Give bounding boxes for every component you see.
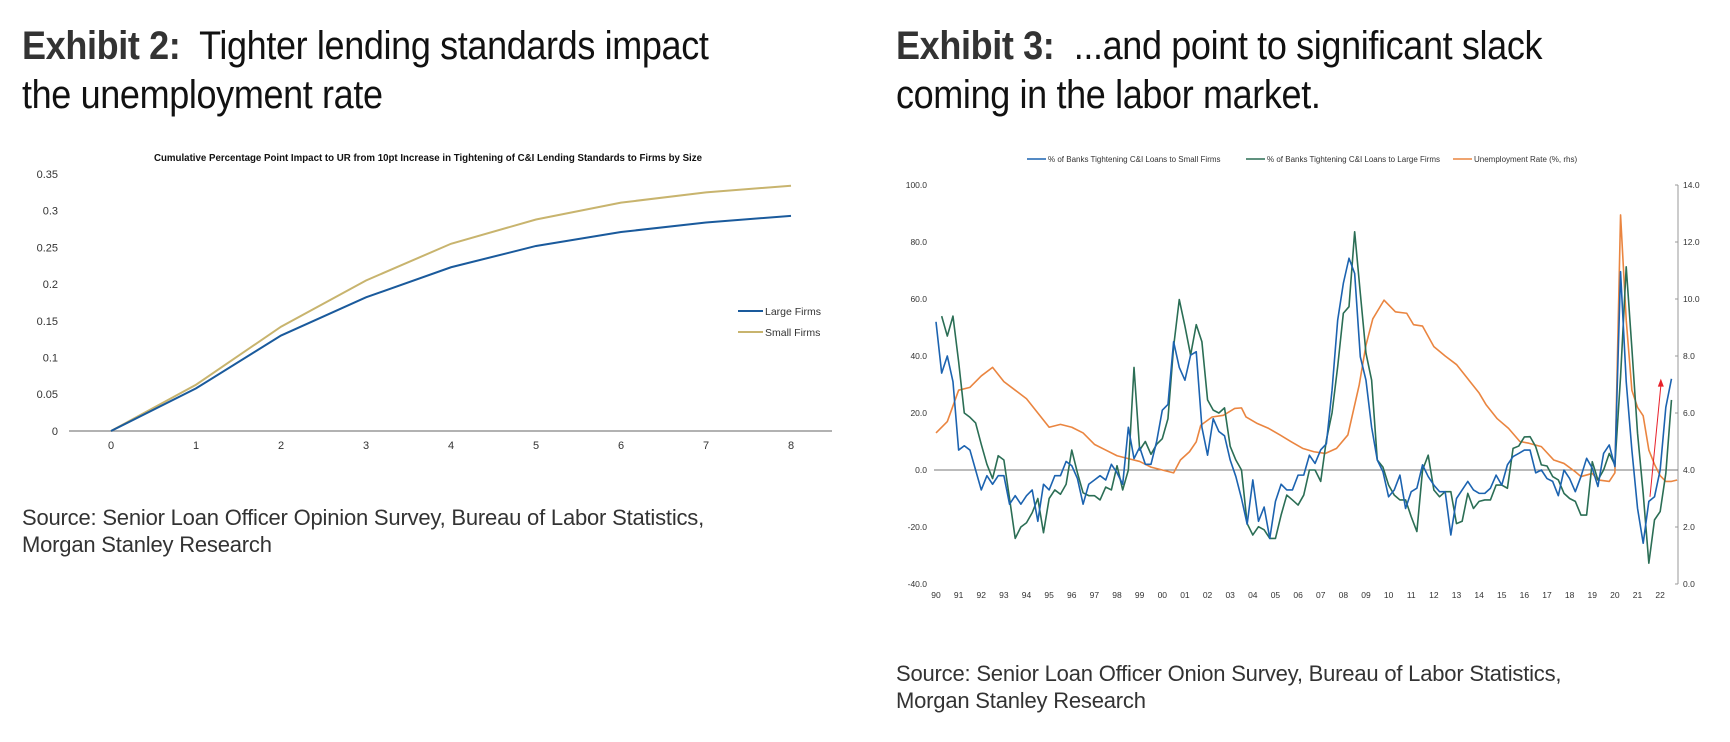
y-right-tick-label: 2.0	[1683, 522, 1695, 532]
x-tick-label: 98	[1112, 590, 1122, 600]
x-tick-label: 4	[448, 440, 454, 452]
x-tick-label: 17	[1542, 590, 1552, 600]
exhibit2-source-line2: Morgan Stanley Research	[22, 532, 272, 557]
exhibit2-chart: Cumulative Percentage Point Impact to UR…	[37, 153, 832, 452]
y-left-tick-label: -40.0	[908, 579, 928, 589]
x-tick-label: 95	[1044, 590, 1054, 600]
x-tick-label: 01	[1180, 590, 1190, 600]
y-left-tick-label: 80.0	[910, 237, 927, 247]
x-tick-label: 15	[1497, 590, 1507, 600]
x-tick-label: 04	[1248, 590, 1258, 600]
y-left-tick-label: 60.0	[910, 294, 927, 304]
x-tick-label: 0	[108, 440, 114, 452]
x-tick-label: 21	[1633, 590, 1643, 600]
x-tick-label: 94	[1022, 590, 1032, 600]
series-line-unemployment-rate	[935, 214, 1678, 483]
x-tick-label: 1	[193, 440, 199, 452]
y-left-tick-label: 20.0	[910, 408, 927, 418]
y-right-tick-label: 12.0	[1683, 237, 1700, 247]
series-line-large-firms	[940, 230, 1673, 564]
x-tick-label: 5	[533, 440, 539, 452]
x-tick-label: 93	[999, 590, 1009, 600]
x-tick-label: 11	[1407, 590, 1416, 600]
exhibit2-title-line2: the unemployment rate	[22, 73, 383, 117]
exhibit3-source-line1: Source: Senior Loan Officer Onion Survey…	[896, 661, 1562, 686]
x-tick-label: 96	[1067, 590, 1077, 600]
y-right-tick-label: 14.0	[1683, 180, 1700, 190]
x-tick-label: 92	[977, 590, 987, 600]
y-left-tick-label: 100.0	[906, 180, 928, 190]
legend-label: Unemployment Rate (%, rhs)	[1474, 155, 1577, 164]
exhibit3-title: Exhibit 3: ...and point to significant s…	[896, 22, 1542, 120]
x-tick-label: 18	[1565, 590, 1575, 600]
y-left-tick-label: 0.0	[915, 465, 927, 475]
chart1-title: Cumulative Percentage Point Impact to UR…	[154, 153, 702, 164]
x-tick-label: 10	[1384, 590, 1394, 600]
exhibit2-source-line1: Source: Senior Loan Officer Opinion Surv…	[22, 505, 705, 530]
x-tick-label: 09	[1361, 590, 1371, 600]
legend-label: % of Banks Tightening C&I Loans to Small…	[1048, 155, 1221, 164]
exhibit2-source: Source: Senior Loan Officer Opinion Surv…	[22, 504, 704, 558]
x-tick-label: 90	[931, 590, 941, 600]
y-tick-label: 0.3	[43, 206, 58, 218]
x-tick-label: 12	[1429, 590, 1439, 600]
x-tick-label: 14	[1474, 590, 1484, 600]
exhibit3-label: Exhibit 3:	[896, 24, 1055, 68]
x-tick-label: 05	[1271, 590, 1281, 600]
legend-label: Large Firms	[765, 306, 821, 318]
x-tick-label: 00	[1158, 590, 1168, 600]
y-left-tick-label: 40.0	[910, 351, 927, 361]
y-tick-label: 0.1	[43, 353, 58, 365]
legend-label: Small Firms	[765, 327, 820, 339]
y-left-tick-label: -20.0	[908, 522, 928, 532]
x-tick-label: 6	[618, 440, 624, 452]
x-tick-label: 99	[1135, 590, 1145, 600]
series-line-small-firms	[110, 184, 792, 432]
x-tick-label: 07	[1316, 590, 1326, 600]
series-line-large-firms	[110, 214, 792, 432]
exhibit2-title: Exhibit 2: Tighter lending standards imp…	[22, 22, 709, 120]
x-tick-label: 06	[1293, 590, 1303, 600]
x-tick-label: 02	[1203, 590, 1213, 600]
exhibit3-title-line1: ...and point to significant slack	[1073, 24, 1543, 68]
y-tick-label: 0.15	[37, 316, 58, 328]
y-right-tick-label: 0.0	[1683, 579, 1695, 589]
exhibit2-title-line1: Tighter lending standards impact	[199, 24, 709, 68]
x-tick-label: 8	[788, 440, 794, 452]
exhibit3-title-line2: coming in the labor market.	[896, 73, 1321, 117]
y-tick-label: 0.35	[37, 169, 58, 181]
x-tick-label: 08	[1339, 590, 1349, 600]
y-tick-label: 0.05	[37, 389, 58, 401]
y-tick-label: 0.2	[43, 279, 58, 291]
x-tick-label: 13	[1452, 590, 1462, 600]
y-right-tick-label: 10.0	[1683, 294, 1700, 304]
legend-label: % of Banks Tightening C&I Loans to Large…	[1267, 155, 1440, 164]
y-tick-label: 0	[52, 426, 58, 438]
x-tick-label: 7	[703, 440, 709, 452]
exhibit3-chart: 100.080.060.040.020.00.0-20.0-40.014.012…	[906, 155, 1700, 600]
annotation-arrow-line	[1649, 385, 1662, 497]
series-line-small-firms	[935, 257, 1673, 545]
x-tick-label: 91	[954, 590, 964, 600]
y-right-tick-label: 6.0	[1683, 408, 1695, 418]
x-tick-label: 2	[278, 440, 284, 452]
y-tick-label: 0.25	[37, 242, 58, 254]
x-tick-label: 3	[363, 440, 369, 452]
y-right-tick-label: 8.0	[1683, 351, 1695, 361]
x-tick-label: 03	[1225, 590, 1235, 600]
x-tick-label: 97	[1090, 590, 1100, 600]
x-tick-label: 16	[1520, 590, 1530, 600]
x-tick-label: 22	[1655, 590, 1665, 600]
x-tick-label: 19	[1588, 590, 1598, 600]
annotation-arrowhead-icon	[1657, 378, 1664, 387]
y-right-tick-label: 4.0	[1683, 465, 1695, 475]
x-tick-label: 20	[1610, 590, 1620, 600]
exhibit2-label: Exhibit 2:	[22, 24, 181, 68]
exhibit3-source: Source: Senior Loan Officer Onion Survey…	[896, 660, 1562, 714]
exhibit3-source-line2: Morgan Stanley Research	[896, 688, 1146, 713]
